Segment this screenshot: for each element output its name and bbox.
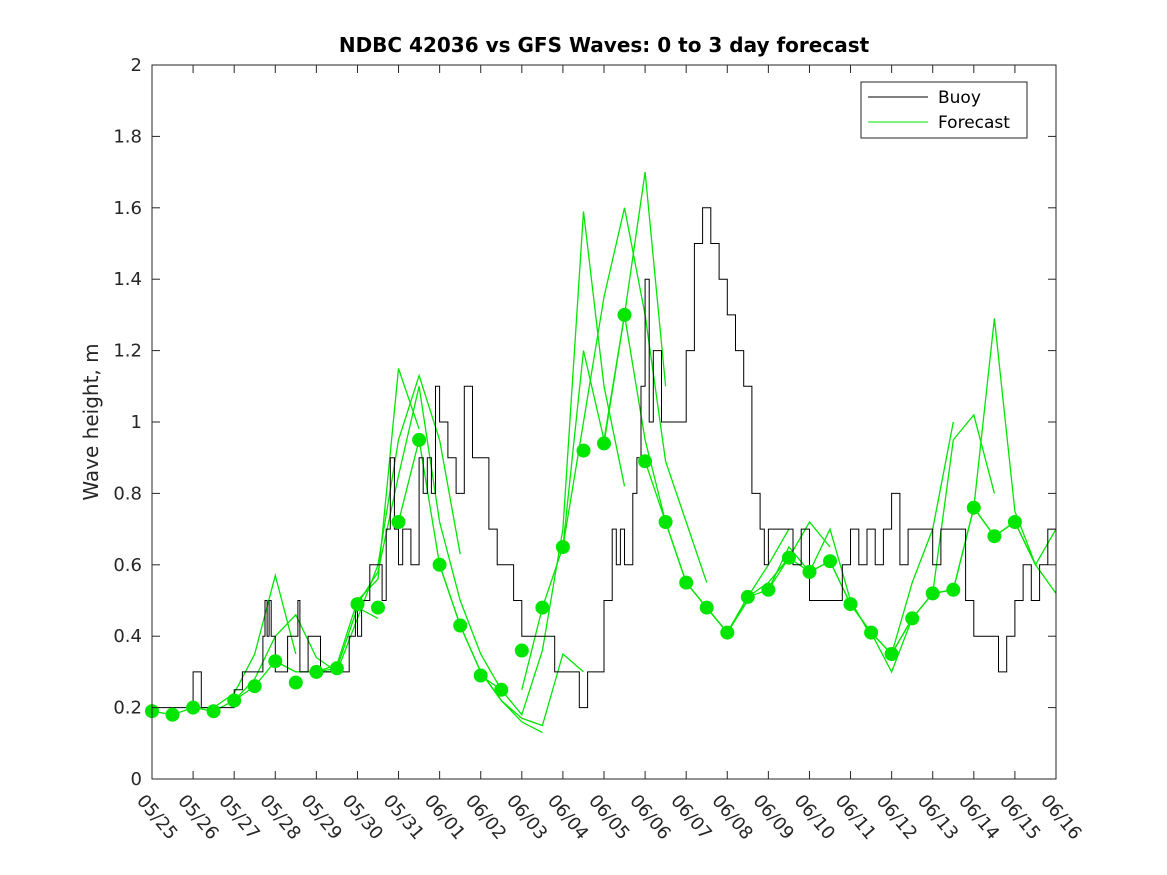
y-tick-label: 0 <box>131 769 142 790</box>
analysis-marker <box>699 600 714 615</box>
y-tick-label: 1.6 <box>113 198 142 219</box>
analysis-marker <box>864 625 879 640</box>
analysis-marker <box>473 668 488 683</box>
analysis-marker <box>761 582 776 597</box>
analysis-marker <box>247 679 262 694</box>
y-axis: 0 0.2 0.4 0.6 0.8 1 1.2 1.4 1.6 1.8 2 <box>113 55 1056 790</box>
analysis-marker <box>432 557 447 572</box>
analysis-marker <box>576 443 591 458</box>
analysis-marker <box>679 575 694 590</box>
y-tick-label: 0.4 <box>113 626 142 647</box>
analysis-marker <box>288 675 303 690</box>
analysis-marker <box>309 664 324 679</box>
analysis-marker <box>946 582 961 597</box>
analysis-marker <box>597 436 611 451</box>
analysis-marker <box>268 654 283 669</box>
analysis-marker <box>165 707 180 722</box>
analysis-marker <box>781 550 796 565</box>
analysis-marker <box>658 515 673 529</box>
analysis-marker <box>206 704 221 719</box>
analysis-marker <box>720 625 735 640</box>
analysis-marker <box>1007 515 1022 529</box>
analysis-marker <box>412 432 427 447</box>
analysis-marker <box>802 564 817 579</box>
series-layer <box>145 172 1057 734</box>
analysis-marker <box>617 307 632 322</box>
analysis-marker <box>514 643 529 658</box>
analysis-marker <box>987 529 1002 544</box>
analysis-marker <box>555 540 570 554</box>
forecast-run-line-6 <box>356 386 502 691</box>
analysis-marker <box>884 647 899 661</box>
analysis-marker <box>391 515 406 529</box>
analysis-marker <box>823 554 837 569</box>
forecast-run-line-10 <box>521 172 667 690</box>
analysis-marker <box>638 454 653 469</box>
analysis-marker <box>227 693 242 708</box>
legend: Buoy Forecast <box>860 81 1028 139</box>
plot-area <box>145 64 1057 780</box>
analysis-marker <box>350 597 365 612</box>
analysis-marker <box>966 500 981 515</box>
legend-box <box>860 81 1028 139</box>
forecast-run-line-4 <box>274 368 420 673</box>
y-tick-label: 2 <box>131 55 142 76</box>
analysis-marker <box>925 586 940 601</box>
y-tick-label: 1.8 <box>113 126 142 147</box>
analysis-marker <box>186 700 201 715</box>
analysis-marker <box>740 589 755 604</box>
y-axis-label: Wave height, m <box>79 343 103 500</box>
analysis-marker <box>494 682 509 697</box>
y-tick-label: 0.2 <box>113 698 142 719</box>
buoy-series-line <box>152 207 1056 709</box>
chart-title: NDBC 42036 vs GFS Waves: 0 to 3 day fore… <box>339 33 870 57</box>
forecast-run-line-8 <box>438 564 584 727</box>
y-tick-label: 0.6 <box>113 555 142 576</box>
legend-forecast-label: Forecast <box>938 113 1010 133</box>
y-tick-label: 0.8 <box>113 483 142 504</box>
forecast-run-line-11 <box>562 207 708 583</box>
analysis-marker <box>371 600 385 615</box>
analysis-marker <box>905 611 920 626</box>
y-tick-label: 1.2 <box>113 341 142 362</box>
analysis-marker <box>535 600 550 615</box>
y-tick-label: 1.4 <box>113 269 142 290</box>
analysis-marker <box>329 661 344 676</box>
legend-buoy-label: Buoy <box>938 88 981 108</box>
analysis-marker <box>843 597 858 612</box>
y-tick-label: 1 <box>131 412 142 433</box>
analysis-marker <box>453 618 468 633</box>
